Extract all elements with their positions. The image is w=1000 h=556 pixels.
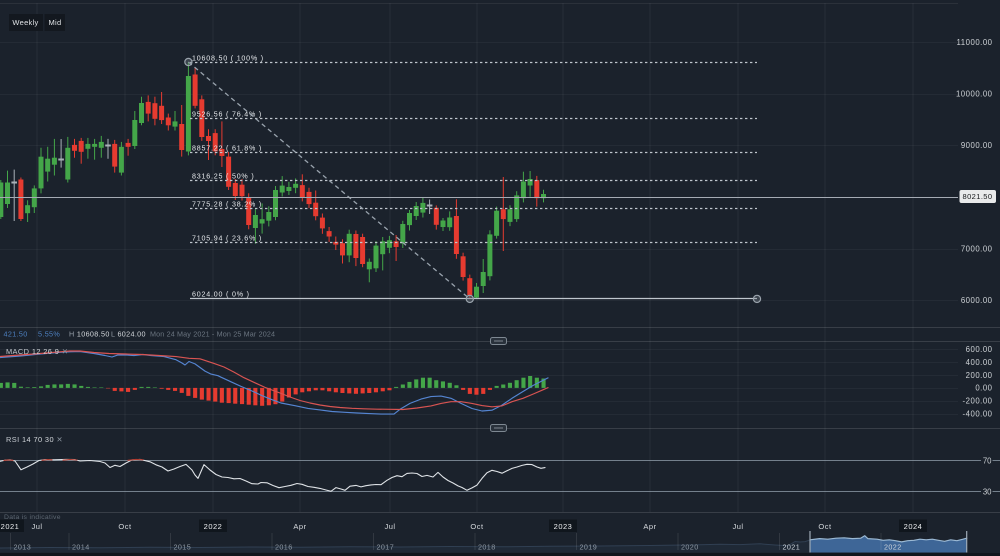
svg-text:2015: 2015	[174, 543, 192, 552]
svg-text:RSI 14 70 30 ✕: RSI 14 70 30 ✕	[6, 435, 63, 444]
svg-text:7000.00: 7000.00	[961, 245, 993, 254]
svg-text:2013: 2013	[14, 543, 32, 552]
svg-text:6024.00 ( 0% ): 6024.00 ( 0% )	[192, 290, 250, 298]
svg-text:Data is indicative: Data is indicative	[4, 514, 61, 521]
svg-text:6000.00: 6000.00	[961, 296, 993, 305]
svg-text:Mon 24 May 2021 - Mon 25 Mar 2: Mon 24 May 2021 - Mon 25 Mar 2024	[150, 330, 275, 339]
svg-text:7775.28 ( 38.2% ): 7775.28 ( 38.2% )	[192, 200, 262, 208]
svg-text:0.00: 0.00	[975, 384, 992, 393]
svg-text:421.50: 421.50	[4, 330, 28, 339]
svg-text:Apr: Apr	[643, 522, 656, 531]
svg-text:9000.00: 9000.00	[961, 141, 993, 150]
svg-text:9526.56 ( 76.4% ): 9526.56 ( 76.4% )	[192, 110, 262, 118]
svg-text:2019: 2019	[580, 543, 598, 552]
svg-text:2014: 2014	[72, 543, 90, 552]
svg-text:Mid: Mid	[49, 18, 62, 27]
svg-text:2023: 2023	[554, 522, 573, 531]
svg-text:8021.50: 8021.50	[963, 192, 993, 201]
svg-text:2022: 2022	[884, 543, 902, 552]
svg-text:-400.00: -400.00	[963, 410, 993, 419]
svg-text:2022: 2022	[204, 522, 223, 531]
svg-text:8857.22 ( 61.8% ): 8857.22 ( 61.8% )	[192, 144, 262, 152]
svg-text:2021: 2021	[1, 522, 20, 531]
svg-text:70: 70	[983, 456, 992, 465]
svg-text:-200.00: -200.00	[963, 397, 993, 406]
svg-text:8316.25 ( 50% ): 8316.25 ( 50% )	[192, 172, 254, 180]
svg-text:2016: 2016	[275, 543, 293, 552]
svg-text:11000.00: 11000.00	[957, 38, 993, 47]
svg-text:L 6024.00: L 6024.00	[111, 330, 146, 339]
svg-text:H 10608.50: H 10608.50	[69, 330, 110, 339]
svg-text:Jul: Jul	[384, 522, 395, 531]
svg-text:10608.50 ( 100% ): 10608.50 ( 100% )	[192, 54, 264, 62]
svg-text:5.55%: 5.55%	[38, 330, 60, 339]
svg-text:2018: 2018	[478, 543, 496, 552]
svg-text:Jul: Jul	[732, 522, 743, 531]
svg-text:Weekly: Weekly	[12, 18, 38, 27]
svg-text:2020: 2020	[681, 543, 699, 552]
svg-text:Apr: Apr	[293, 522, 306, 531]
svg-text:Oct: Oct	[118, 522, 132, 531]
svg-text:Oct: Oct	[818, 522, 832, 531]
svg-text:2017: 2017	[377, 543, 395, 552]
svg-text:7105.94 ( 23.6% ): 7105.94 ( 23.6% )	[192, 234, 262, 242]
svg-text:10000.00: 10000.00	[956, 90, 993, 99]
svg-text:Jul: Jul	[31, 522, 42, 531]
svg-text:2021: 2021	[783, 543, 801, 552]
svg-text:400.00: 400.00	[966, 358, 993, 367]
svg-text:Oct: Oct	[470, 522, 484, 531]
svg-text:200.00: 200.00	[966, 371, 993, 380]
svg-text:600.00: 600.00	[966, 345, 993, 354]
svg-text:30: 30	[983, 487, 992, 496]
svg-text:2024: 2024	[904, 522, 923, 531]
svg-text:MACD 12 26 9 ✕: MACD 12 26 9 ✕	[6, 347, 68, 356]
